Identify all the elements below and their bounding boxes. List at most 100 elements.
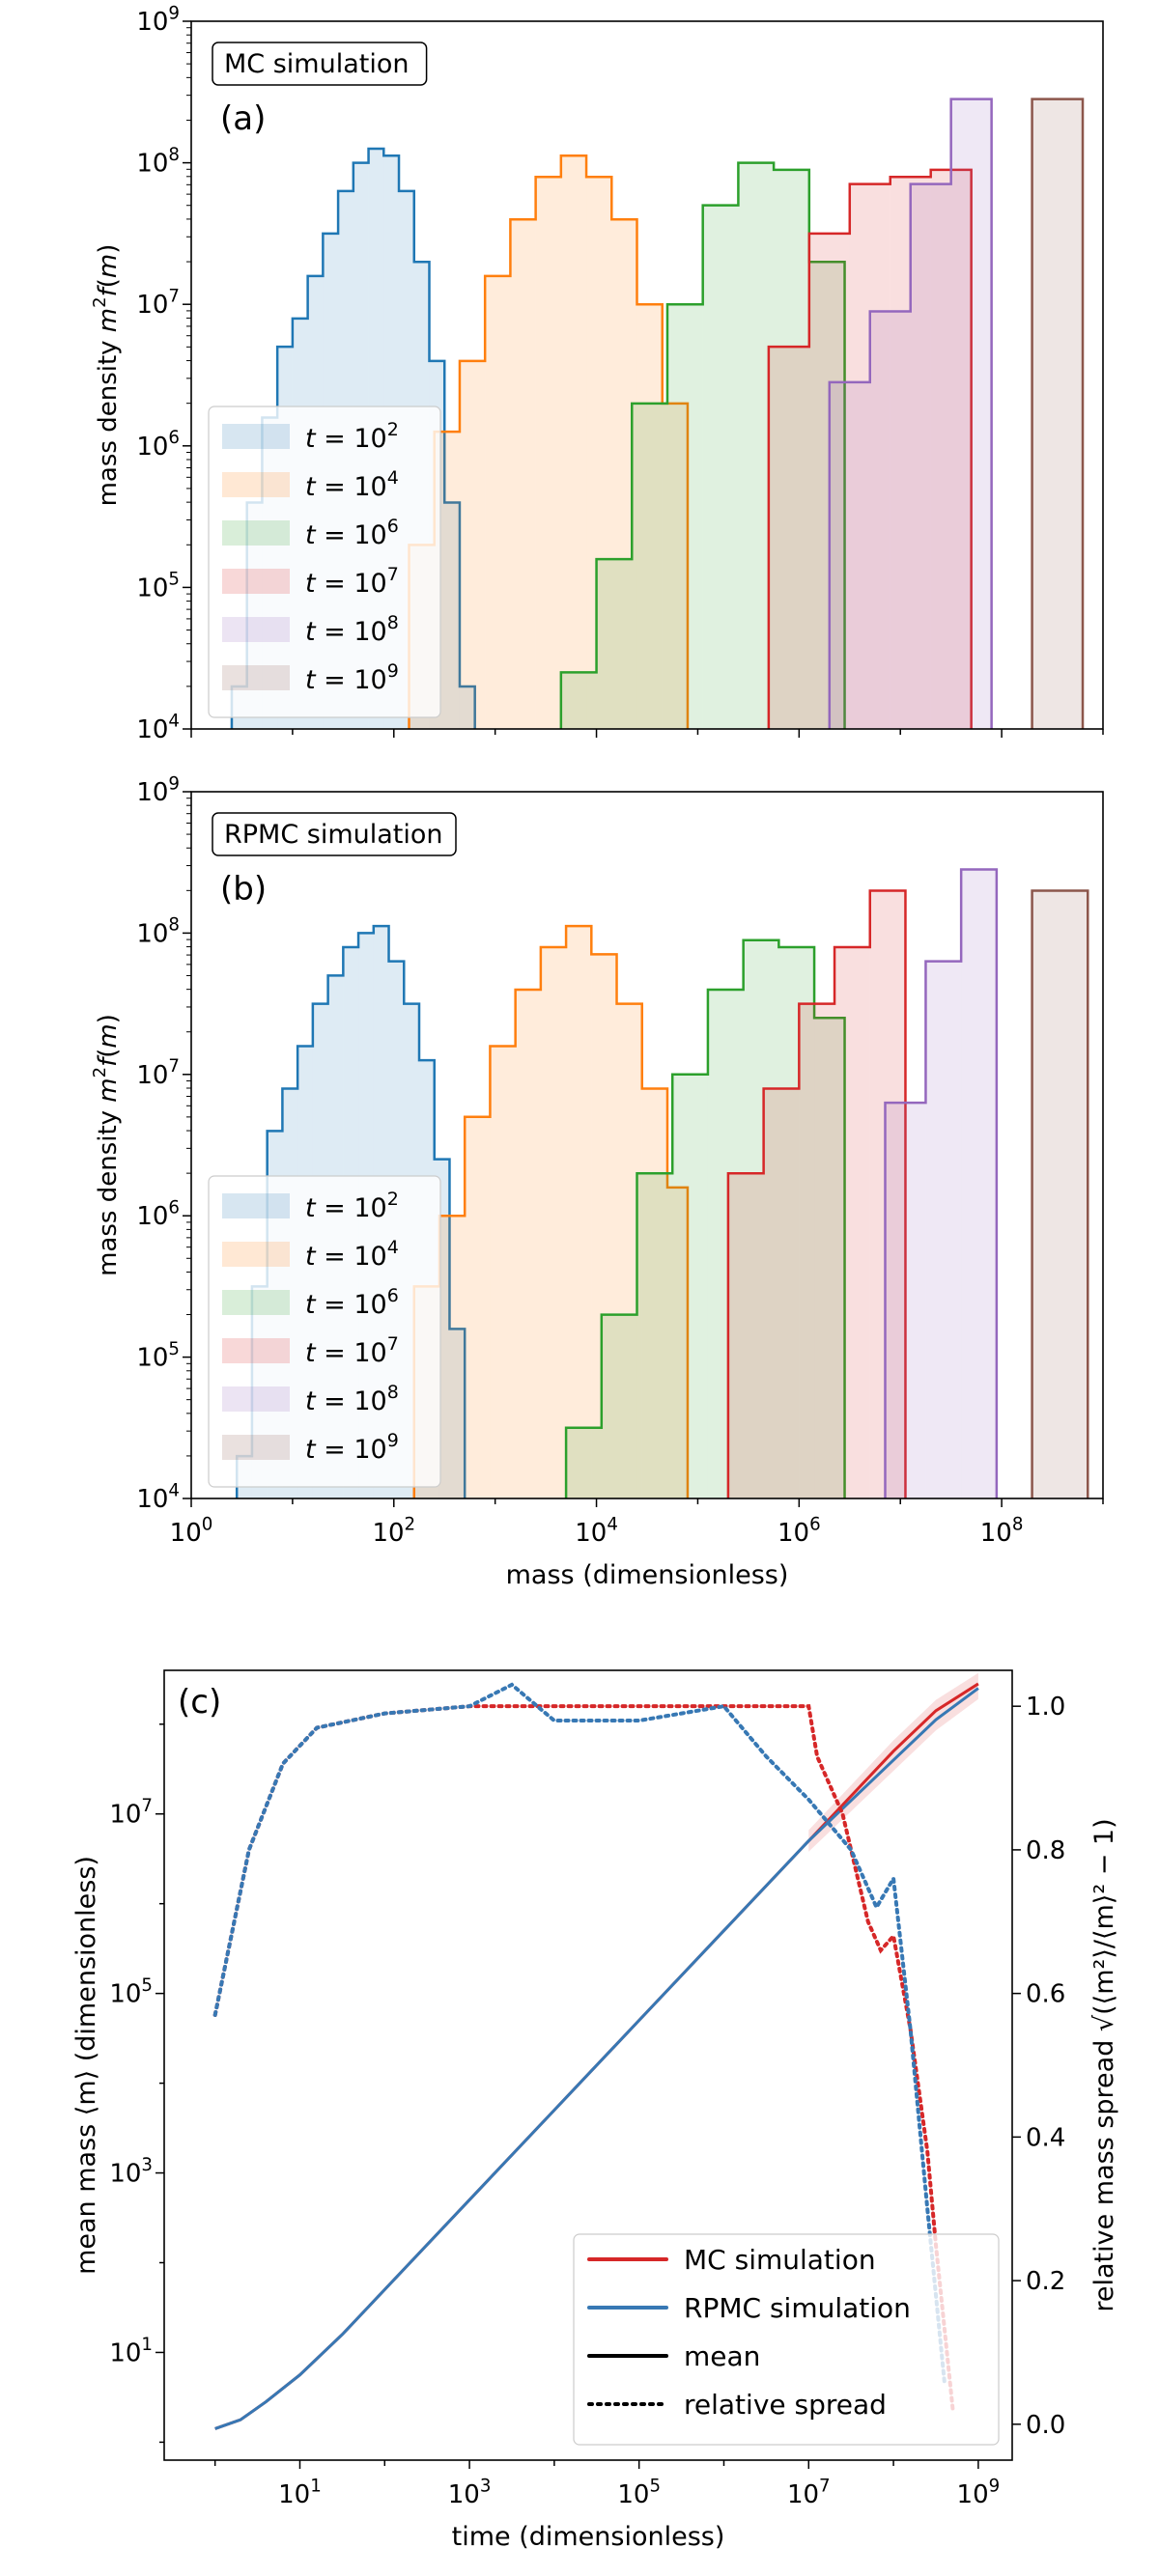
histogram-step-line (884, 868, 999, 1498)
series-a-3 (767, 168, 973, 729)
legend-label: t = 102 (305, 1189, 399, 1223)
histogram-bar (799, 1003, 835, 1498)
x-tick-label: 109 (957, 2476, 1001, 2509)
axes-frame (190, 791, 1104, 1499)
histogram-bar (814, 1018, 845, 1498)
histogram-step-line (408, 154, 690, 729)
histogram-bar (438, 1216, 466, 1498)
y-tick-label: 106 (136, 428, 180, 462)
histogram-bar (727, 1173, 764, 1498)
y-tick-label: 109 (136, 3, 180, 37)
legend-label: MC simulation (684, 2244, 876, 2276)
x-tick-label: 102 (372, 1514, 415, 1548)
legend-swatch (222, 569, 290, 594)
legend-swatch (222, 520, 290, 546)
histogram-bar (808, 262, 845, 729)
legend-label: t = 106 (305, 1285, 399, 1320)
legend-swatch (222, 1386, 290, 1412)
axes-frame (163, 1669, 1013, 2461)
y-tick-label: 108 (136, 915, 180, 949)
legend-swatch (222, 1193, 290, 1218)
legend-label: t = 107 (305, 564, 399, 599)
histogram-bar (763, 1088, 800, 1498)
histogram-bar (459, 686, 475, 729)
histogram-bar (930, 169, 972, 729)
y-tick-label: 104 (136, 1480, 180, 1514)
legend-swatch (222, 1290, 290, 1315)
y-tick-label: 107 (136, 1056, 180, 1090)
legend-label: t = 104 (305, 467, 399, 502)
legend-box (208, 406, 441, 718)
histogram-bar (829, 381, 870, 729)
x-tick-label: 101 (278, 2476, 322, 2509)
y-axis-label: mean mass ⟨m⟩ (dimensionless) (71, 1856, 101, 2275)
histogram-bar (834, 947, 870, 1498)
x-tick-label: 106 (777, 1514, 821, 1548)
x-tick-label: 103 (448, 2476, 492, 2509)
histogram-bar (707, 989, 744, 1498)
histogram-bar (449, 1329, 466, 1498)
y-tick-label: 107 (136, 287, 180, 321)
histogram-step-line (1031, 889, 1089, 1498)
series-a-5 (1031, 98, 1085, 729)
histogram-bar (1032, 98, 1084, 729)
histogram-bar (666, 304, 703, 729)
histogram-bar (566, 1427, 602, 1498)
histogram-bar (702, 205, 739, 729)
legend-swatch (222, 1435, 290, 1460)
legend-label: t = 108 (305, 1382, 399, 1416)
histogram-bar (535, 177, 561, 729)
y-axis-label: mass density m2f(m) (90, 1014, 123, 1276)
x-tick-label: 100 (170, 1514, 213, 1548)
legend-label: t = 109 (305, 1430, 399, 1465)
series-b-1 (412, 924, 690, 1498)
legend-label: t = 107 (305, 1333, 399, 1368)
histogram-bar (601, 1314, 637, 1498)
legend-box (208, 1175, 441, 1488)
legend-label: relative spread (684, 2389, 887, 2421)
histogram-bar (672, 1074, 708, 1498)
histogram-bar (910, 183, 951, 729)
histogram-bar (849, 183, 890, 729)
y2-tick-label: 0.4 (1026, 2123, 1065, 2152)
histogram-step-line (412, 924, 690, 1498)
histogram-bar (515, 989, 541, 1498)
series-b-2 (564, 938, 846, 1498)
y-tick-label: 105 (136, 1339, 180, 1373)
y2-tick-label: 0.0 (1026, 2411, 1065, 2440)
histogram-bar (869, 311, 911, 729)
histogram-bar (768, 347, 809, 729)
y2-tick-label: 0.2 (1026, 2267, 1065, 2296)
title-box (212, 42, 428, 86)
y2-tick-label: 0.6 (1026, 1980, 1065, 2009)
legend-label: t = 104 (305, 1237, 399, 1272)
y2-axis-label: relative mass spread √(⟨m²⟩/⟨m⟩² − 1) (1089, 1818, 1119, 2311)
series-a-4 (828, 98, 993, 729)
x-tick-label: 107 (787, 2476, 831, 2509)
title-box-text: RPMC simulation (224, 820, 443, 850)
title-box (212, 812, 457, 856)
histogram-bar (459, 360, 486, 729)
spread-line (212, 1682, 947, 2384)
series-b-4 (884, 868, 999, 1498)
histogram-bar (774, 169, 809, 729)
x-tick-label: 108 (980, 1514, 1024, 1548)
legend-swatch (222, 617, 290, 642)
legend-label: mean (684, 2340, 760, 2372)
legend-box (573, 2233, 1000, 2446)
histogram-bar (662, 403, 688, 729)
panel-label: (b) (220, 870, 267, 909)
histogram-bar (591, 954, 617, 1498)
y-tick-label: 106 (136, 1198, 180, 1232)
mean-line (214, 1687, 979, 2430)
histogram-bar (560, 672, 597, 729)
histogram-bar (641, 1088, 667, 1498)
histogram-bar (485, 275, 511, 729)
y-tick-label: 101 (109, 2335, 153, 2368)
title-box-text: MC simulation (224, 49, 409, 79)
panel-b: 104 105 106 107 108 109 100 102 104 106 108 mass de… (90, 773, 1104, 1590)
x-tick-label: 105 (617, 2476, 661, 2509)
histogram-bar (666, 1187, 688, 1498)
plot-area (212, 1672, 979, 2430)
